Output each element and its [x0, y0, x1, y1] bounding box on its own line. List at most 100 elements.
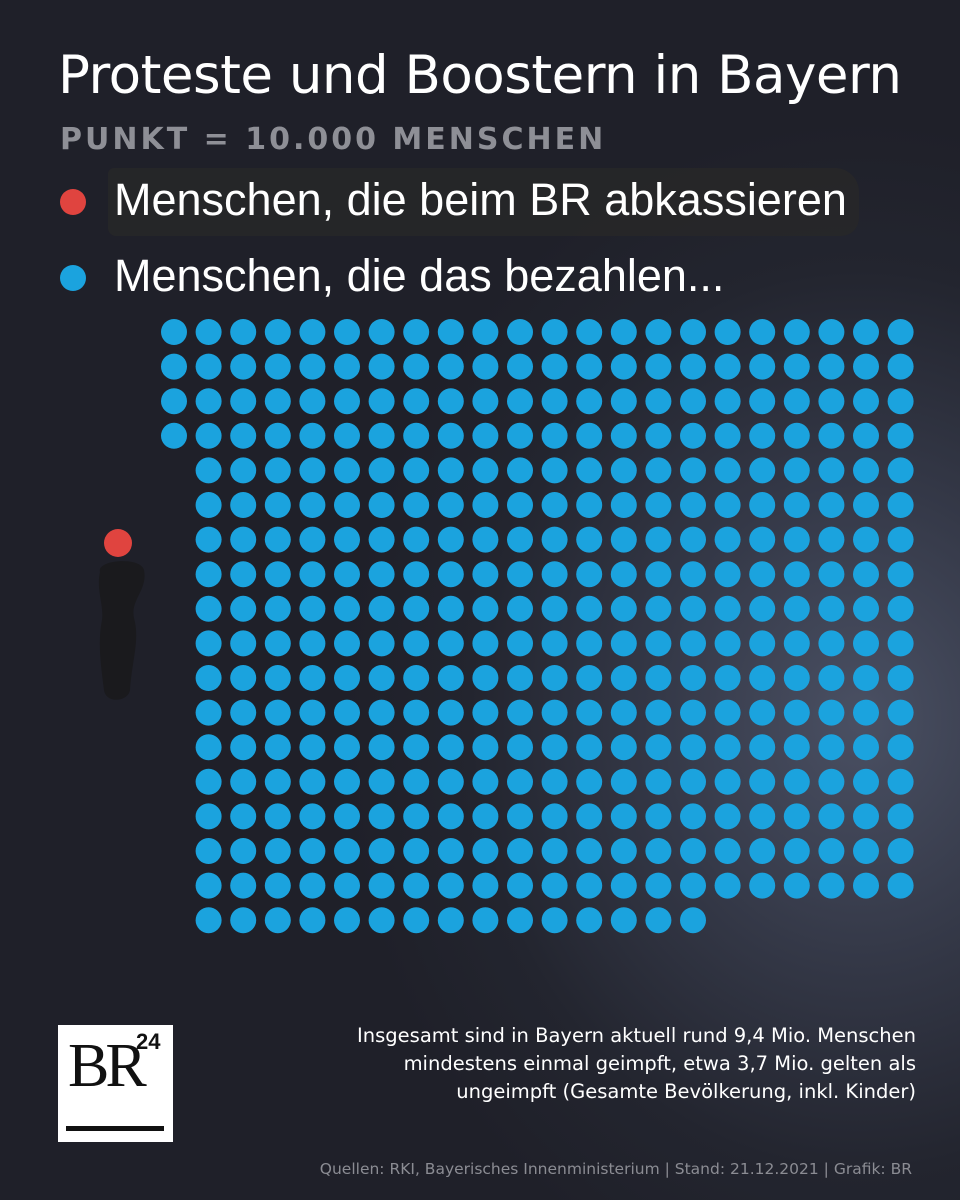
blue-dot: [403, 768, 430, 795]
blue-dot: [610, 803, 637, 830]
blue-dot: [437, 907, 464, 934]
blue-dot: [368, 699, 395, 726]
blue-dot: [437, 595, 464, 622]
blue-dot: [403, 872, 430, 899]
blue-dot: [368, 388, 395, 415]
blue-dot: [749, 768, 776, 795]
legend-red-dot: [60, 189, 86, 215]
legend-blue-label: Menschen, die das bezahlen...: [114, 250, 725, 301]
logo-24-text: 24: [136, 1029, 161, 1054]
blue-dot: [299, 526, 326, 553]
blue-dot: [853, 665, 879, 691]
blue-dot: [437, 838, 464, 864]
blue-dot: [472, 699, 499, 726]
blue-dot: [230, 907, 257, 934]
blue-dot: [334, 872, 360, 899]
blue-dot: [680, 561, 706, 588]
logo-underline: [66, 1126, 164, 1131]
blue-dot: [714, 492, 741, 518]
blue-dot: [264, 665, 291, 691]
blue-dot: [645, 872, 672, 899]
blue-dot: [853, 595, 879, 622]
legend-red-label-wrap: Menschen, die beim BR abkassieren: [108, 168, 859, 236]
blue-dot: [576, 422, 603, 449]
blue-dot: [853, 630, 879, 657]
blue-dot: [472, 665, 499, 691]
blue-dot: [472, 457, 499, 484]
blue-dot: [472, 388, 499, 415]
blue-dot: [818, 422, 845, 449]
blue-dot: [887, 526, 914, 553]
blue-dot: [472, 561, 499, 588]
blue-dot: [334, 422, 360, 449]
blue-dot: [299, 595, 326, 622]
blue-dot: [887, 595, 914, 622]
blue-dot: [195, 734, 222, 761]
blue-dot: [195, 422, 222, 449]
blue-dot: [368, 561, 395, 588]
blue-dot: [576, 388, 603, 415]
blue-dot: [230, 734, 257, 761]
blue-dot: [403, 630, 430, 657]
blue-dot: [472, 872, 499, 899]
blue-dot: [507, 422, 533, 449]
blue-dot: [195, 457, 222, 484]
blue-dot: [507, 665, 533, 691]
blue-dot: [368, 422, 395, 449]
blue-dot: [230, 388, 257, 415]
blue-dot: [472, 422, 499, 449]
blue-dot: [541, 872, 568, 899]
blue-dot: [437, 353, 464, 380]
blue-dot: [783, 526, 810, 553]
blue-dot: [264, 734, 291, 761]
red-dot: [104, 529, 132, 557]
blue-dot: [507, 838, 533, 864]
blue-dot: [887, 768, 914, 795]
blue-dot: [853, 319, 879, 345]
blue-dot: [299, 665, 326, 691]
blue-dot: [368, 803, 395, 830]
blue-dot: [645, 838, 672, 864]
blue-dot: [853, 388, 879, 415]
blue-dot: [749, 492, 776, 518]
blue-dot: [507, 595, 533, 622]
blue-dot: [403, 353, 430, 380]
blue-dot: [507, 768, 533, 795]
blue-dot: [818, 319, 845, 345]
blue-dot: [437, 734, 464, 761]
blue-dot: [818, 734, 845, 761]
footnote-line-3: ungeimpft (Gesamte Bevölkerung, inkl. Ki…: [456, 1080, 916, 1103]
blue-dot: [541, 838, 568, 864]
blue-dot: [714, 353, 741, 380]
blue-dot: [576, 526, 603, 553]
blue-dot: [299, 422, 326, 449]
blue-dot: [645, 561, 672, 588]
blue-dot: [472, 803, 499, 830]
blue-dot: [645, 353, 672, 380]
blue-dot: [783, 388, 810, 415]
blue-dot: [334, 699, 360, 726]
blue-dot: [541, 768, 568, 795]
blue-dot: [887, 319, 914, 345]
legend-item-blue: Menschen, die das bezahlen...: [60, 244, 736, 312]
blue-dot: [472, 838, 499, 864]
legend-blue-dot: [60, 265, 86, 291]
blue-dot: [403, 319, 430, 345]
blue-dot: [403, 803, 430, 830]
blue-dot: [299, 492, 326, 518]
blue-dot: [368, 526, 395, 553]
blue-dot: [437, 665, 464, 691]
blue-dot: [680, 872, 706, 899]
blue-dot: [230, 526, 257, 553]
blue-dot: [818, 526, 845, 553]
blue-dot: [887, 872, 914, 899]
blue-dot: [472, 907, 499, 934]
blue-dot: [576, 561, 603, 588]
blue-dot: [541, 699, 568, 726]
blue-dot: [818, 872, 845, 899]
blue-dot: [783, 319, 810, 345]
blue-dot: [887, 803, 914, 830]
blue-dot: [610, 734, 637, 761]
legend-item-red: Menschen, die beim BR abkassieren: [60, 168, 859, 236]
